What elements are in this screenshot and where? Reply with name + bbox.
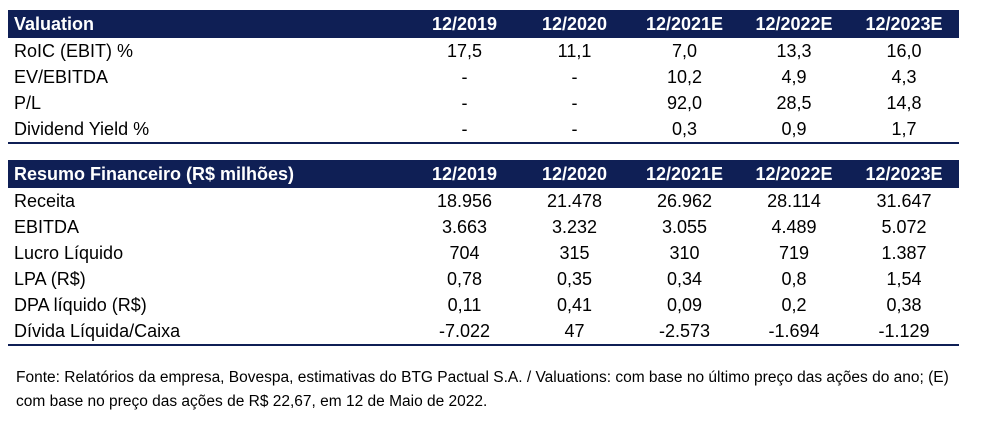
valuation-title: Valuation — [8, 10, 410, 38]
row-label: Lucro Líquido — [14, 242, 124, 263]
row-label: EBITDA — [14, 216, 80, 237]
table-row: Dívida Líquida/Caixa -7.022 47 -2.573 -1… — [8, 318, 959, 346]
table-cell: 0,09 — [666, 294, 703, 315]
column-header-2022e: 12/2022E — [739, 160, 849, 188]
table-cell: 4,3 — [891, 66, 917, 87]
table-cell: -1.694 — [739, 318, 849, 346]
table-row: DPA líquido (R$) 0,11 0,41 0,09 0,2 0,38 — [8, 292, 959, 318]
financial-summary-table: Resumo Financeiro (R$ milhões) 12/2019 1… — [8, 160, 959, 346]
table-cell: 1,7 — [849, 116, 959, 144]
table-cell: 704 — [449, 242, 480, 263]
column-header-2021e: 12/2021E — [630, 10, 739, 38]
table-cell: 17,5 — [446, 40, 483, 61]
table-row: LPA (R$) 0,78 0,35 0,34 0,8 1,54 — [8, 266, 959, 292]
table-cell: 26.962 — [656, 190, 713, 211]
table-cell: - — [571, 66, 578, 87]
table-cell: 0,38 — [886, 294, 922, 315]
table-cell: 4.489 — [771, 216, 817, 237]
table-cell: 0,3 — [630, 116, 739, 144]
table-cell: - — [519, 116, 630, 144]
source-footnote: Fonte: Relatórios da empresa, Bovespa, e… — [16, 369, 949, 410]
table-cell: 47 — [519, 318, 630, 346]
table-row: P/L - - 92,0 28,5 14,8 — [8, 90, 959, 116]
table-cell: - — [461, 66, 468, 87]
table-cell: 11,1 — [557, 40, 592, 61]
row-label: Dividend Yield % — [8, 116, 410, 144]
table-cell: 0,34 — [666, 268, 703, 289]
table-cell: 5.072 — [881, 216, 927, 237]
column-header-2021e: 12/2021E — [630, 160, 739, 188]
column-header-2022e: 12/2022E — [739, 10, 849, 38]
table-cell: 28.114 — [767, 190, 821, 211]
row-label: EV/EBITDA — [14, 66, 109, 87]
table-cell: 1,54 — [886, 268, 922, 289]
financial-summary-title: Resumo Financeiro (R$ milhões) — [8, 160, 410, 188]
table-row: RoIC (EBIT) % 17,5 11,1 7,0 13,3 16,0 — [8, 38, 959, 64]
table-cell: 0,9 — [739, 116, 849, 144]
table-cell: 10,2 — [666, 66, 703, 87]
table-cell: 0,2 — [781, 294, 807, 315]
table-cell: - — [571, 92, 578, 113]
table-cell: -2.573 — [630, 318, 739, 346]
table-cell: 315 — [559, 242, 590, 263]
row-label: DPA líquido (R$) — [14, 294, 147, 315]
table-row: EBITDA 3.663 3.232 3.055 4.489 5.072 — [8, 214, 959, 240]
table-cell: 310 — [669, 242, 700, 263]
table-row: Dividend Yield % - - 0,3 0,9 1,7 — [8, 116, 959, 144]
financial-summary-table-header: Resumo Financeiro (R$ milhões) 12/2019 1… — [8, 160, 959, 188]
row-label: P/L — [14, 92, 42, 113]
table-row: EV/EBITDA - - 10,2 4,9 4,3 — [8, 64, 959, 90]
row-label: LPA (R$) — [14, 268, 86, 289]
table-cell: 7,0 — [671, 40, 698, 61]
row-label: Receita — [14, 190, 76, 211]
table-cell: 0,41 — [556, 294, 593, 315]
row-label: Dívida Líquida/Caixa — [8, 318, 410, 346]
column-header-2023e: 12/2023E — [849, 160, 959, 188]
column-header-2019: 12/2019 — [410, 160, 519, 188]
table-cell: 21.478 — [546, 190, 603, 211]
table-cell: 0,8 — [781, 268, 807, 289]
table-cell: 0,11 — [447, 294, 482, 315]
table-row: Receita 18.956 21.478 26.962 28.114 31.6… — [8, 188, 959, 214]
valuation-table: Valuation 12/2019 12/2020 12/2021E 12/20… — [8, 10, 959, 144]
table-cell: 719 — [778, 242, 810, 263]
table-cell: 13,3 — [776, 40, 812, 61]
table-cell: 31.647 — [876, 190, 932, 211]
table-cell: - — [410, 116, 519, 144]
table-cell: 1.387 — [881, 242, 927, 263]
column-header-2019: 12/2019 — [410, 10, 519, 38]
table-cell: 92,0 — [666, 92, 703, 113]
table-cell: 16,0 — [886, 40, 922, 61]
table-cell: 3.232 — [551, 216, 598, 237]
table-cell: 18.956 — [436, 190, 493, 211]
table-cell: 3.055 — [661, 216, 708, 237]
table-cell: - — [461, 92, 468, 113]
column-header-2020: 12/2020 — [519, 160, 630, 188]
table-cell: 0,35 — [556, 268, 593, 289]
row-label: RoIC (EBIT) % — [14, 40, 134, 61]
table-cell: -7.022 — [410, 318, 519, 346]
table-cell: 0,78 — [446, 268, 483, 289]
table-row: Lucro Líquido 704 315 310 719 1.387 — [8, 240, 959, 266]
table-cell: 28,5 — [776, 92, 812, 113]
table-cell: 14,8 — [886, 92, 922, 113]
table-cell: 3.663 — [441, 216, 488, 237]
column-header-2020: 12/2020 — [519, 10, 630, 38]
table-cell: -1.129 — [849, 318, 959, 346]
column-header-2023e: 12/2023E — [849, 10, 959, 38]
valuation-table-header: Valuation 12/2019 12/2020 12/2021E 12/20… — [8, 10, 959, 38]
table-cell: 4,9 — [781, 66, 807, 87]
